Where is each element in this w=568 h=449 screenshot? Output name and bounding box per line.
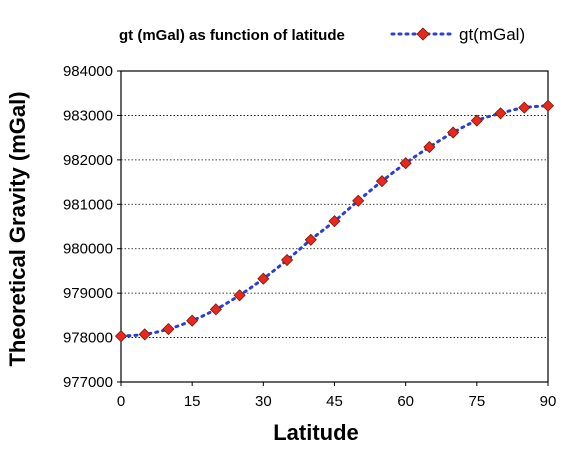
data-point-marker xyxy=(138,328,151,341)
y-tick-label: 984000 xyxy=(63,63,113,80)
data-point-marker xyxy=(257,272,270,285)
data-point-marker xyxy=(304,233,317,246)
y-tick-label: 978000 xyxy=(63,330,113,347)
data-point-marker xyxy=(518,101,531,114)
data-point-marker xyxy=(162,322,175,336)
y-tick-label: 979000 xyxy=(63,285,113,302)
data-point-marker xyxy=(470,114,483,127)
x-tick-label: 90 xyxy=(540,393,557,410)
series-markers xyxy=(114,99,555,343)
data-point-marker xyxy=(423,140,436,154)
grid xyxy=(121,115,548,338)
data-point-marker xyxy=(494,107,507,120)
data-point-marker xyxy=(186,314,199,327)
x-tick-label: 30 xyxy=(255,393,272,410)
data-point-marker xyxy=(114,330,128,343)
x-tick-label: 60 xyxy=(397,393,414,410)
data-point-marker xyxy=(447,126,460,139)
data-point-marker xyxy=(399,157,412,170)
y-tick-label: 983000 xyxy=(63,107,113,124)
data-point-marker xyxy=(280,253,294,267)
x-tick-label: 75 xyxy=(468,393,485,410)
y-tick-label: 981000 xyxy=(63,196,113,213)
x-tick-labels: 0 15 30 45 60 75 90 xyxy=(117,382,557,410)
legend-marker xyxy=(416,27,430,41)
data-point-marker xyxy=(541,99,555,112)
data-point-marker xyxy=(352,194,365,207)
data-point-marker xyxy=(209,303,222,316)
x-tick-label: 0 xyxy=(117,393,125,410)
y-tick-labels: 977000 978000 979000 980000 981000 982000 9830… xyxy=(63,63,121,391)
legend: gt(mGal) xyxy=(390,25,525,44)
chart-title: gt (mGal) as function of latitude xyxy=(119,27,345,44)
y-tick-label: 982000 xyxy=(63,152,113,169)
data-point-marker xyxy=(233,289,246,302)
y-tick-label: 980000 xyxy=(63,241,113,258)
y-tick-label: 977000 xyxy=(63,374,113,391)
data-point-marker xyxy=(328,215,341,228)
plot-frame xyxy=(120,70,549,383)
y-axis-title: Theoretical Gravity (mGal) xyxy=(5,91,30,366)
data-point-marker xyxy=(375,175,389,188)
x-tick-label: 45 xyxy=(326,393,343,410)
legend-label: gt(mGal) xyxy=(459,25,525,44)
x-axis-title: Latitude xyxy=(273,420,359,445)
x-tick-label: 15 xyxy=(184,393,201,410)
